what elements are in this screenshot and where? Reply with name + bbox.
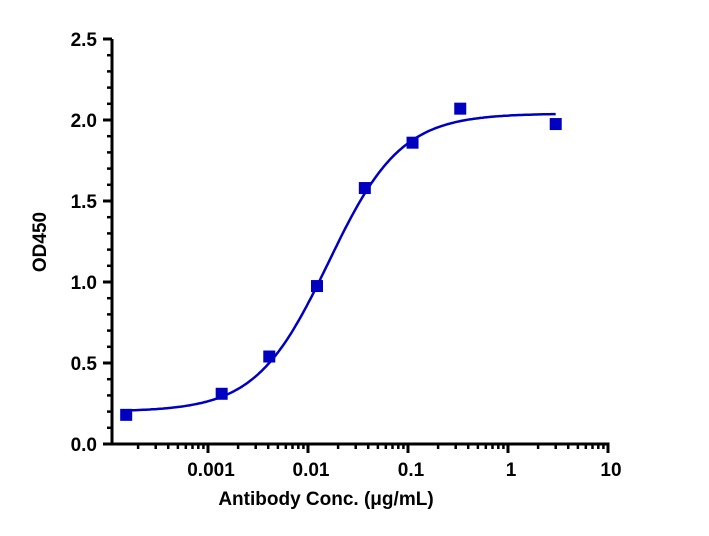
x-tick-label: 0.1 xyxy=(398,460,425,481)
y-tick-label: 2.5 xyxy=(71,30,98,51)
data-point xyxy=(406,136,419,149)
fit-curve xyxy=(126,112,556,412)
y-tick-label: 0.5 xyxy=(71,354,98,375)
x-tick-label: 10 xyxy=(600,460,621,481)
data-point xyxy=(310,280,323,293)
data-point xyxy=(263,350,276,363)
y-tick-label: 1.0 xyxy=(71,273,97,294)
data-point xyxy=(120,408,133,421)
x-tick-label: 0.001 xyxy=(187,460,235,481)
axes: 0.0 0.5 1.0 1.5 2.0 2.5 0.001 0.01 0.1 1 10 xyxy=(71,30,622,481)
fit-curve-group xyxy=(126,112,556,412)
x-axis-label: Antibody Conc. (μg/mL) xyxy=(218,489,433,510)
data-point xyxy=(358,182,371,195)
y-tick-label: 2.0 xyxy=(71,111,97,132)
y-tick-label: 1.5 xyxy=(71,192,98,213)
x-tick-label: 1 xyxy=(506,460,517,481)
data-point xyxy=(215,387,228,400)
data-point xyxy=(454,102,467,115)
data-points xyxy=(120,102,562,421)
y-tick-label: 0.0 xyxy=(71,435,97,456)
data-point xyxy=(549,118,562,131)
y-axis-label: OD450 xyxy=(30,212,51,272)
x-tick-label: 0.01 xyxy=(293,460,330,481)
